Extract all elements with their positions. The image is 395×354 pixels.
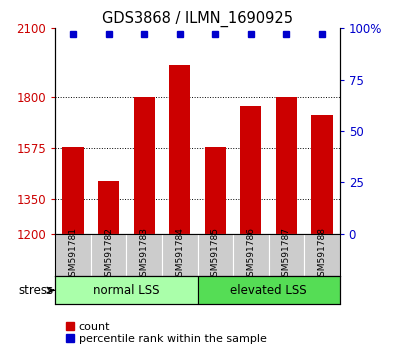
Bar: [55, 234, 91, 276]
Bar: [240, 106, 261, 234]
Text: elevated LSS: elevated LSS: [230, 284, 307, 297]
Text: GSM591788: GSM591788: [318, 227, 326, 282]
Bar: [304, 234, 340, 276]
Text: GSM591785: GSM591785: [211, 227, 220, 282]
Bar: [311, 115, 333, 234]
Bar: [169, 65, 190, 234]
Bar: [198, 276, 340, 304]
Bar: [162, 234, 198, 276]
Bar: [98, 181, 119, 234]
Bar: [126, 234, 162, 276]
Text: GSM591784: GSM591784: [175, 227, 184, 282]
Text: normal LSS: normal LSS: [93, 284, 160, 297]
Bar: [55, 276, 198, 304]
Bar: [233, 234, 269, 276]
Text: GSM591786: GSM591786: [246, 227, 255, 282]
Text: GSM591787: GSM591787: [282, 227, 291, 282]
Text: GSM591783: GSM591783: [140, 227, 149, 282]
Bar: [134, 97, 155, 234]
Legend: count, percentile rank within the sample: count, percentile rank within the sample: [61, 317, 271, 348]
Bar: [91, 234, 126, 276]
Title: GDS3868 / ILMN_1690925: GDS3868 / ILMN_1690925: [102, 11, 293, 27]
Bar: [205, 147, 226, 234]
Bar: [198, 234, 233, 276]
Bar: [62, 147, 84, 234]
Text: stress: stress: [19, 284, 54, 297]
Bar: [269, 234, 304, 276]
Text: GSM591781: GSM591781: [69, 227, 77, 282]
Text: GSM591782: GSM591782: [104, 227, 113, 282]
Bar: [276, 97, 297, 234]
